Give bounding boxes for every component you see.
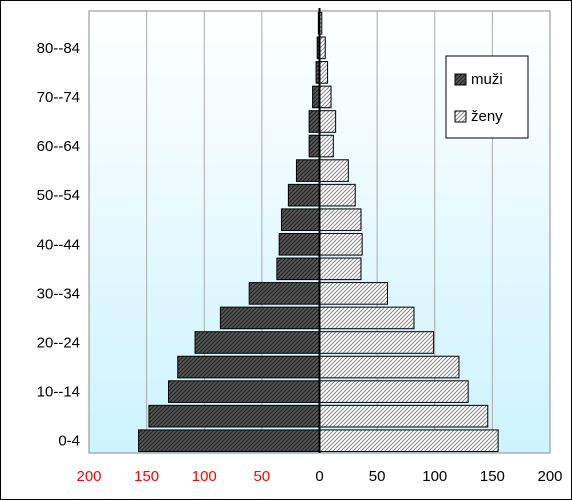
bar-men-0-4 xyxy=(138,429,320,453)
bar-men-20--24 xyxy=(194,331,320,354)
bar-men-45--49 xyxy=(280,208,320,232)
y-tick-label: 70--74 xyxy=(37,89,80,106)
bar-women-75--79 xyxy=(319,61,329,84)
bar-men-55--59 xyxy=(295,159,321,182)
y-axis-tick-labels: 0-4 10--14 20--24 30--34 40--44 50--54 60--64 7… xyxy=(37,40,80,450)
x-axis-tick-labels: 200 150 100 50 0 50 100 150 200 xyxy=(76,468,562,485)
bar-men-10--14 xyxy=(168,380,320,403)
x-tick-label: 100 xyxy=(422,468,447,485)
x-tick-label: 0 xyxy=(315,468,323,485)
bar-men-70--74 xyxy=(312,85,320,109)
x-tick-label: 150 xyxy=(480,468,505,485)
bar-women-10--14 xyxy=(319,380,469,403)
bar-men-60--64 xyxy=(308,134,321,158)
bar-women-70--74 xyxy=(319,85,332,109)
y-tick-label: 50--54 xyxy=(37,187,80,204)
x-tick-label: 150 xyxy=(134,468,159,485)
bar-women-0-4 xyxy=(319,429,499,453)
x-tick-label: 100 xyxy=(192,468,217,485)
bar-men-5--9 xyxy=(148,404,320,428)
bars xyxy=(138,8,499,453)
bar-women-25--29 xyxy=(319,306,415,330)
bar-women-20--24 xyxy=(319,331,435,354)
y-tick-label: 60--64 xyxy=(37,138,80,155)
bar-women-30--34 xyxy=(319,282,388,305)
bar-men-30--34 xyxy=(248,282,320,305)
y-tick-label: 30--34 xyxy=(37,285,80,302)
y-tick-label: 20--24 xyxy=(37,335,80,352)
bar-men-40--44 xyxy=(278,232,321,256)
bar-women-40--44 xyxy=(319,232,363,256)
legend-label-men: muži xyxy=(471,71,503,88)
y-tick-label: 80--84 xyxy=(37,40,80,57)
bar-women-45--49 xyxy=(319,208,362,232)
legend: muži ženy xyxy=(445,55,529,139)
bar-men-50--54 xyxy=(287,183,321,207)
y-tick-label: 40--44 xyxy=(37,236,80,253)
bar-women-60--64 xyxy=(319,134,334,158)
x-tick-label: 200 xyxy=(76,468,101,485)
bar-women-55--59 xyxy=(319,159,349,182)
bar-men-25--29 xyxy=(219,306,320,330)
x-tick-label: 200 xyxy=(537,468,562,485)
x-tick-label: 50 xyxy=(369,468,386,485)
bar-women-15--19 xyxy=(319,355,460,379)
bar-women-65--69 xyxy=(319,110,337,133)
x-tick-label: 50 xyxy=(254,468,271,485)
y-tick-label: 0-4 xyxy=(58,433,80,450)
y-tick-label: 10--14 xyxy=(37,384,80,401)
legend-box xyxy=(445,55,529,139)
bar-men-35--39 xyxy=(276,257,321,281)
bar-men-65--69 xyxy=(308,110,321,133)
legend-swatch-women xyxy=(454,110,467,123)
legend-swatch-men xyxy=(454,73,467,86)
bar-women-35--39 xyxy=(319,257,362,281)
bar-women-50--54 xyxy=(319,183,356,207)
bar-women-5--9 xyxy=(319,404,489,428)
legend-label-women: ženy xyxy=(471,108,503,125)
bar-men-15--19 xyxy=(177,355,320,379)
